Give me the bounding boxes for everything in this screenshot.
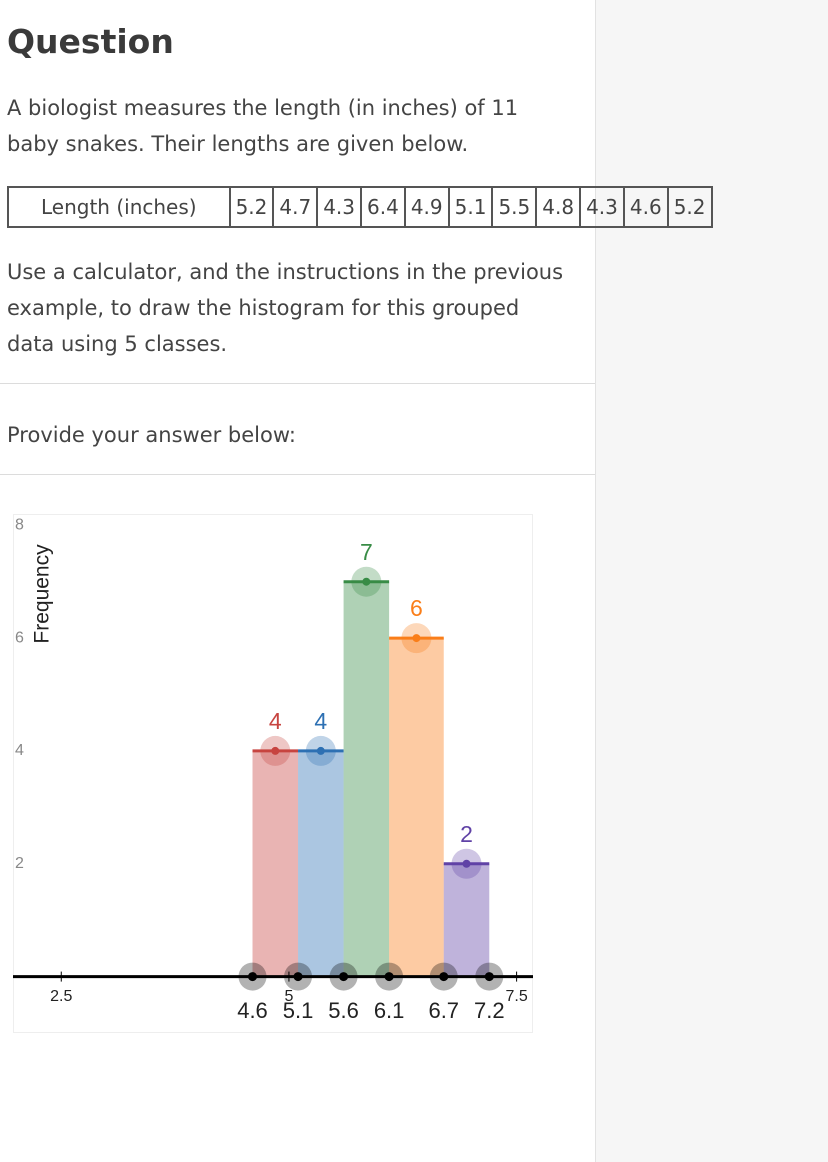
side-panel (595, 0, 828, 1162)
divider (0, 474, 595, 475)
bar-handle-dot (412, 634, 421, 643)
instructions: Use a calculator, and the instructions i… (7, 260, 564, 356)
y-tick-label: 2 (15, 855, 24, 872)
edge-dot (439, 972, 449, 982)
histogram-bar (389, 638, 444, 977)
graph-frame (13, 514, 533, 1033)
data-table: Length (inches) 5.2 4.7 4.3 6.4 4.9 5.1 5.5 4.8 4… (7, 186, 713, 228)
table-cell: 5.2 (667, 187, 712, 227)
histogram-bar (343, 581, 390, 977)
table-cell: 6.4 (361, 187, 405, 227)
y-tick-label: 4 (15, 742, 24, 759)
table-cell: 5.1 (448, 187, 493, 227)
answer-label: Provide your answer below: (7, 423, 296, 447)
y-tick-label: 8 (15, 517, 24, 534)
edge-dot (248, 972, 258, 982)
histogram-bar (298, 750, 344, 977)
question-title: Question (7, 22, 174, 61)
x-tick-label: 2.5 (50, 988, 72, 1005)
divider (0, 383, 595, 384)
bar-handle-dot (462, 859, 471, 868)
x-tick-label: 7.5 (505, 988, 527, 1005)
count-label: 2 (460, 821, 473, 847)
bar-handle-dot (362, 577, 371, 586)
edge-dot (484, 972, 494, 982)
bar-handle-dot (316, 746, 325, 755)
edge-dot (384, 972, 394, 982)
bin-label: 5.1 (283, 998, 314, 1023)
count-label: 6 (410, 595, 423, 621)
table-header: Length (inches) (8, 187, 230, 227)
count-label: 4 (314, 708, 327, 734)
histogram-bar (443, 863, 490, 977)
y-tick-label: 6 (15, 629, 24, 646)
edge-dot (339, 972, 349, 982)
histogram-bar (252, 750, 299, 977)
edge-dot (293, 972, 303, 982)
table-cell: 4.3 (580, 187, 624, 227)
table-cell: 4.8 (536, 187, 581, 227)
table-cell: 5.2 (229, 187, 274, 227)
table-cell: 4.7 (273, 187, 318, 227)
bin-label: 7.2 (474, 998, 505, 1023)
table-cell: 5.5 (492, 187, 537, 227)
table-cell: 4.9 (404, 187, 449, 227)
prompt: A biologist measures the length (in inch… (7, 96, 519, 156)
table-cell: 4.6 (623, 187, 668, 227)
table-cell: 4.3 (317, 187, 362, 227)
histogram-graph[interactable]: Frequency 2 4 6 8 4 4 7 6 2 4.6 5.1 5.6 6.1 6.7 7.2 2.5… (13, 514, 533, 1033)
bin-label: 5.6 (328, 998, 359, 1023)
bin-label: 6.1 (374, 998, 405, 1023)
count-label: 4 (269, 708, 282, 734)
bin-label: 4.6 (237, 998, 268, 1023)
bar-handle-dot (271, 746, 280, 755)
bin-label: 6.7 (428, 998, 459, 1023)
x-tick-label: 5 (284, 988, 293, 1005)
y-axis-label: Frequency (31, 544, 54, 644)
count-label: 7 (360, 539, 373, 565)
